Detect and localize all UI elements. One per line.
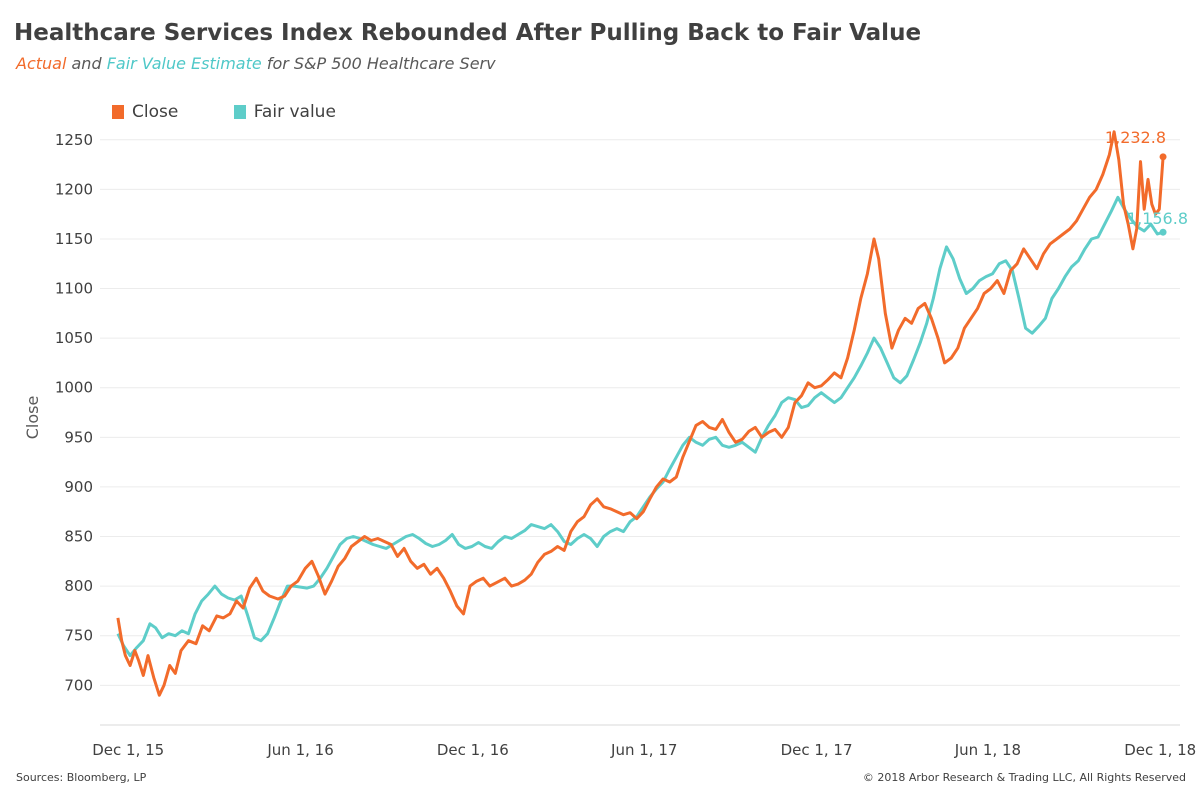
y-tick-label: 750 xyxy=(64,627,93,645)
legend-item-close: Close xyxy=(112,102,178,122)
x-tick-label: Dec 1, 15 xyxy=(92,741,164,759)
chart-subtitle: Actual and Fair Value Estimate for S&P 5… xyxy=(16,54,496,73)
x-axis-ticks: Dec 1, 15 Jun 1, 16 Dec 1, 16 Jun 1, 17 Dec … xyxy=(92,741,1196,759)
y-tick-label: 900 xyxy=(64,478,93,496)
y-tick-label: 1100 xyxy=(55,280,93,298)
y-tick-label: 850 xyxy=(64,528,93,546)
y-axis-label: Close xyxy=(23,396,42,440)
end-point-fair-value xyxy=(1159,228,1167,236)
end-label-fair-value: 1,156.8 xyxy=(1127,209,1188,228)
subtitle-fair-value: Fair Value Estimate xyxy=(106,54,262,73)
series-line-close xyxy=(116,130,1165,697)
x-tick-label: Jun 1, 17 xyxy=(610,741,677,759)
y-tick-label: 1150 xyxy=(55,230,93,248)
chart-title: Healthcare Services Index Rebounded Afte… xyxy=(14,20,922,46)
y-tick-label: 1200 xyxy=(55,180,93,198)
legend-swatch-close xyxy=(112,105,124,119)
series-lines xyxy=(116,130,1167,697)
x-tick-label: Dec 1, 16 xyxy=(437,741,509,759)
end-point-close xyxy=(1159,153,1167,161)
source-note: Sources: Bloomberg, LP xyxy=(16,771,147,784)
gridlines xyxy=(100,139,1180,686)
legend-swatch-fair-value xyxy=(233,105,246,119)
legend-label-close: Close xyxy=(132,102,179,122)
subtitle-rest: for S&P 500 Healthcare Serv xyxy=(261,54,496,73)
copyright-note: © 2018 Arbor Research & Trading LLC, All… xyxy=(862,771,1186,784)
legend-item-fair-value: Fair value xyxy=(233,102,336,122)
y-tick-label: 700 xyxy=(64,676,93,694)
y-tick-label: 1000 xyxy=(55,379,93,397)
subtitle-and: and xyxy=(66,54,107,73)
y-tick-label: 1050 xyxy=(55,329,93,347)
x-tick-label: Jun 1, 16 xyxy=(266,741,333,759)
x-tick-label: Dec 1, 17 xyxy=(781,741,853,759)
x-tick-label: Jun 1, 18 xyxy=(954,741,1021,759)
series-line-fair-value xyxy=(116,195,1164,658)
end-label-close: 1,232.8 xyxy=(1105,128,1166,147)
y-tick-label: 800 xyxy=(64,577,93,595)
x-tick-label: Dec 1, 18 xyxy=(1124,741,1196,759)
subtitle-actual: Actual xyxy=(16,54,67,73)
legend-label-fair-value: Fair value xyxy=(253,102,336,122)
y-tick-label: 950 xyxy=(64,428,93,446)
y-tick-label: 1250 xyxy=(55,131,93,149)
y-axis-ticks: 700 750 800 850 900 950 1000 1050 1100 1150 1200 12… xyxy=(55,131,93,695)
chart-legend: Close Fair value xyxy=(112,102,386,124)
